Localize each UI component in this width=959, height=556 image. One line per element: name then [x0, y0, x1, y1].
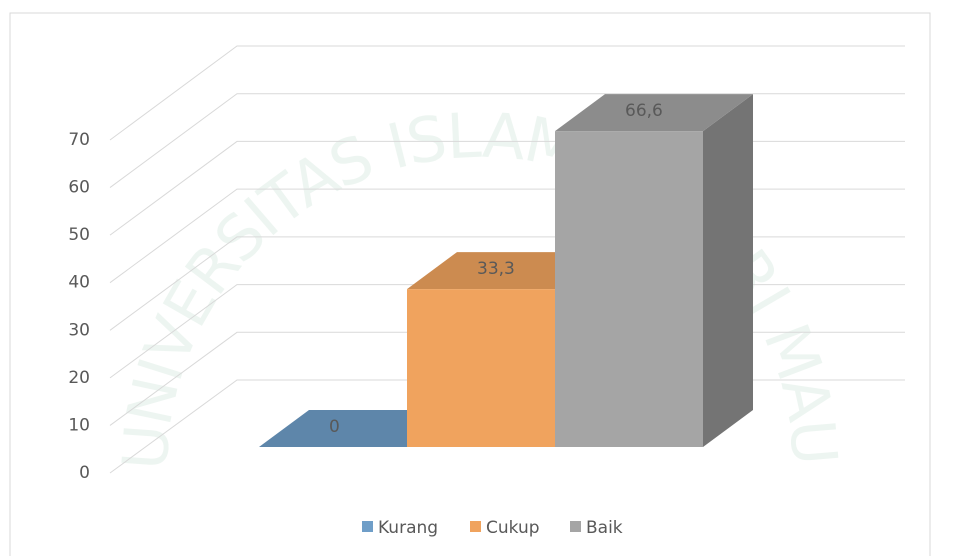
y-tick-label: 40: [68, 273, 90, 293]
chart: UNIVERSITAS ISLAM NEGERI MAULANA MALIK I…: [0, 0, 959, 556]
bar: [555, 94, 753, 447]
data-label: 0: [329, 417, 340, 437]
data-label: 66,6: [625, 101, 663, 121]
bar-front: [555, 131, 703, 447]
y-tick-label: 50: [68, 225, 90, 245]
legend-swatch: [362, 521, 373, 532]
y-tick-label: 70: [68, 130, 90, 150]
bar-front: [407, 289, 555, 447]
legend-label: Cukup: [486, 518, 540, 538]
legend-swatch: [470, 521, 481, 532]
bar-side: [703, 94, 753, 447]
legend-label: Kurang: [378, 518, 438, 538]
legend-label: Baik: [586, 518, 623, 538]
y-tick-label: 0: [79, 463, 90, 483]
data-label: 33,3: [477, 259, 515, 279]
legend-swatch: [570, 521, 581, 532]
y-tick-label: 20: [68, 368, 90, 388]
y-tick-label: 10: [68, 415, 90, 435]
y-tick-label: 30: [68, 320, 90, 340]
y-tick-label: 60: [68, 178, 90, 198]
